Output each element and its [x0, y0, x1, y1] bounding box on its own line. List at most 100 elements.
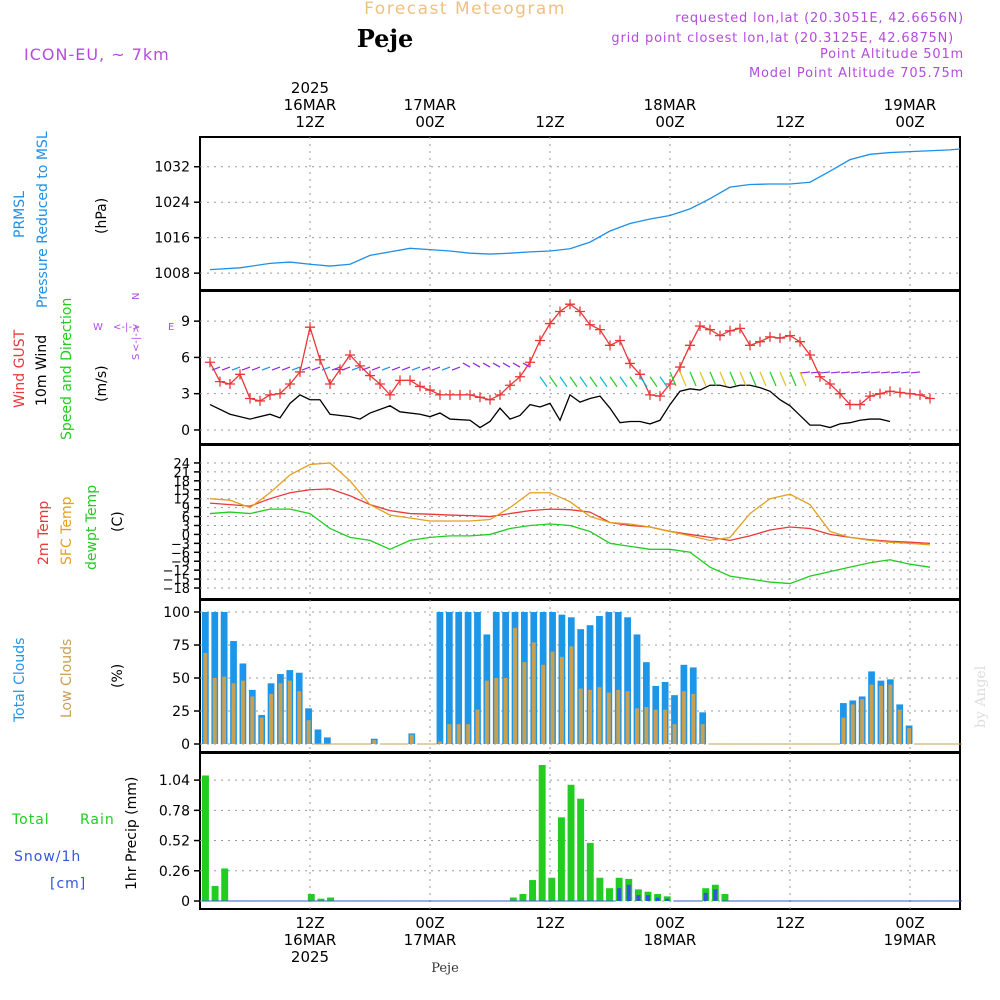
y-tick-label: −3 — [171, 537, 190, 552]
y-tick-label: 100 — [163, 605, 190, 621]
gust-marker — [465, 389, 475, 400]
wind-arrow — [522, 362, 531, 368]
bar-low-clouds — [522, 662, 527, 744]
bar-total-rain — [538, 765, 546, 901]
wind-arrow — [502, 362, 511, 368]
gust-marker — [855, 399, 865, 410]
wind-arrow — [800, 371, 811, 374]
bar-low-clouds — [663, 709, 668, 744]
y-tick-label: 15 — [173, 484, 190, 499]
bar-total-clouds — [455, 612, 463, 744]
panel-0: 1008 1016 1024 1032 — [154, 136, 961, 291]
gust-marker — [405, 375, 415, 386]
bar-low-clouds — [437, 741, 442, 744]
bar-low-clouds — [494, 678, 499, 744]
bar-low-clouds — [841, 717, 846, 744]
bar-total-clouds — [436, 612, 444, 744]
wind-arrow — [890, 371, 901, 374]
bar-low-clouds — [616, 689, 621, 744]
clouds-label-total: Total Clouds — [12, 638, 28, 723]
bar-total-rain — [211, 885, 219, 901]
bar-snow-1h — [617, 888, 622, 901]
wind-compass: W <-|-> E <-|-> N S — [93, 293, 174, 360]
bar-low-clouds — [559, 656, 564, 744]
wind-arrow — [301, 366, 311, 371]
gust-marker — [225, 379, 235, 390]
bar-low-clouds — [578, 688, 583, 744]
time-tick-label: 00Z — [415, 914, 444, 932]
time-tick-label: 17MAR — [404, 96, 457, 114]
wind-arrow — [589, 376, 598, 388]
product-title: Forecast Meteogram — [364, 0, 566, 19]
bar-total-clouds — [605, 612, 613, 744]
bar-low-clouds — [447, 724, 452, 744]
y-tick-label: 6 — [181, 350, 190, 366]
wind-arrow — [231, 366, 241, 371]
temp-label-dewpt: dewpt Temp — [84, 485, 100, 570]
wind-arrow — [331, 366, 341, 371]
wind-arrow — [759, 371, 767, 387]
bar-total-rain — [596, 877, 604, 901]
gust-marker — [775, 333, 785, 344]
footer-location: Peje — [431, 961, 459, 976]
panel-3: 0 25 50 75 100 — [163, 599, 962, 753]
panel-1: 0 3 6 9 — [181, 290, 961, 445]
clouds-label-low: Low Clouds — [59, 639, 75, 718]
wind-arrow — [291, 366, 301, 371]
bar-low-clouds — [907, 728, 912, 744]
series-line-prmsl — [209, 148, 961, 271]
wind-label-gust: Wind GUST — [12, 329, 28, 408]
wind-arrow — [451, 366, 461, 371]
gust-marker — [215, 376, 225, 387]
bar-low-clouds — [897, 709, 902, 744]
bar-total-clouds — [614, 612, 622, 744]
gust-marker — [905, 388, 915, 399]
wind-arrow — [769, 371, 777, 387]
bar-low-clouds — [869, 684, 874, 744]
wind-arrow — [779, 371, 787, 387]
wind-arrow — [492, 362, 501, 368]
wind-arrow — [840, 371, 851, 374]
gust-marker — [665, 379, 675, 390]
bar-snow-1h — [713, 889, 718, 901]
bar-total-rain — [557, 817, 565, 901]
bar-total-clouds — [671, 695, 678, 744]
time-tick-label: 00Z — [415, 113, 444, 131]
bar-low-clouds — [250, 696, 255, 744]
wind-arrow — [241, 366, 251, 371]
time-tick-label: 16MAR — [284, 931, 337, 949]
gust-marker — [735, 323, 745, 334]
y-tick-label: 25 — [172, 704, 190, 720]
wind-arrow — [482, 362, 491, 368]
temp-label-2m: 2m Temp — [36, 501, 52, 565]
compass-h-arrows: <-|-> — [113, 322, 140, 333]
gust-marker — [565, 299, 575, 310]
wind-arrow — [261, 366, 271, 371]
temp-labels: 2m Temp SFC Temp dewpt Temp (C) — [36, 485, 126, 570]
wind-unit: (m/s) — [94, 365, 110, 402]
bar-total-rain — [529, 880, 537, 901]
bar-low-clouds — [531, 642, 536, 744]
time-tick-label: 18MAR — [644, 96, 697, 114]
requested-coords: requested lon,lat (20.3051E, 42.6656N) — [675, 11, 964, 26]
bar-low-clouds — [513, 627, 517, 744]
gust-marker — [435, 389, 445, 400]
y-tick-label: 0 — [181, 737, 190, 753]
y-tick-label: 1008 — [154, 266, 190, 282]
bar-snow-1h — [655, 897, 660, 901]
y-tick-label: 24 — [173, 457, 190, 472]
gust-marker — [275, 388, 285, 399]
bar-low-clouds — [888, 684, 893, 744]
gust-marker — [355, 360, 365, 371]
bar-low-clouds — [456, 724, 461, 744]
wind-arrow — [739, 371, 747, 387]
wind-arrow — [900, 371, 911, 374]
model-altitude: Model Point Altitude 705.75m — [749, 66, 964, 81]
gust-marker — [425, 385, 435, 396]
gust-marker — [805, 349, 815, 360]
y-tick-label: 3 — [181, 387, 190, 403]
gust-marker — [575, 306, 585, 317]
credit-watermark: by Angel — [973, 665, 989, 728]
gust-marker — [525, 357, 535, 368]
wind-arrow — [391, 366, 401, 371]
